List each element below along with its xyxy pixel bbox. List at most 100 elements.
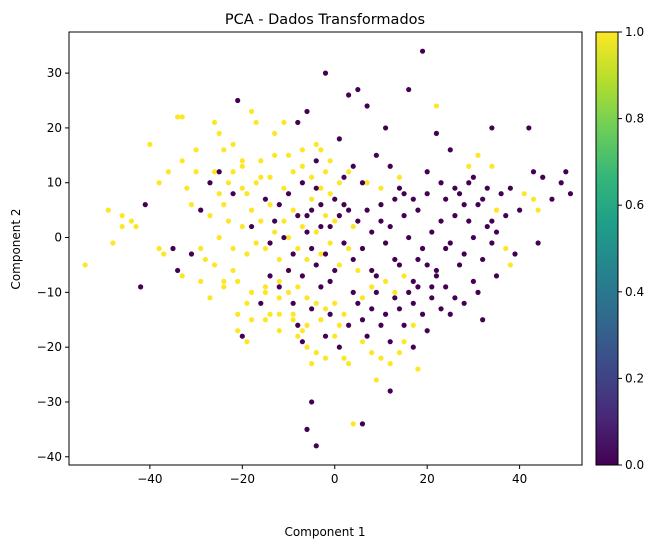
scatter-point xyxy=(489,240,495,246)
colorbar-tick-label: 0.4 xyxy=(625,285,644,299)
y-tick-label: 0 xyxy=(54,231,62,245)
scatter-point xyxy=(387,163,393,169)
scatter-point xyxy=(318,317,324,323)
scatter-point xyxy=(322,251,329,257)
scatter-point xyxy=(429,295,435,301)
scatter-point xyxy=(512,251,518,257)
scatter-point xyxy=(346,322,352,328)
colorbar-tick-label: 0.0 xyxy=(625,458,644,472)
scatter-point xyxy=(364,333,370,339)
scatter-point xyxy=(350,223,356,230)
scatter-point xyxy=(410,278,416,284)
scatter-point xyxy=(382,125,389,131)
scatter-point xyxy=(322,306,329,312)
scatter-point xyxy=(355,300,361,306)
scatter-point xyxy=(304,229,310,235)
x-tick-label: −20 xyxy=(230,472,255,486)
scatter-point xyxy=(299,273,305,279)
scatter-point xyxy=(549,196,555,202)
scatter-point xyxy=(480,317,486,323)
scatter-point xyxy=(327,223,333,230)
scatter-point xyxy=(327,158,333,164)
scatter-point xyxy=(211,262,218,268)
scatter-point xyxy=(105,207,111,213)
x-axis: −40 −20 0 20 40 xyxy=(137,465,527,486)
scatter-point xyxy=(235,311,241,317)
scatter-point xyxy=(373,152,379,158)
scatter-point xyxy=(489,125,495,131)
scatter-point xyxy=(230,191,236,197)
scatter-point xyxy=(281,119,287,126)
scatter-point xyxy=(248,108,255,115)
scatter-point xyxy=(378,202,384,208)
scatter-point xyxy=(378,218,384,224)
scatter-point xyxy=(438,306,444,312)
scatter-point xyxy=(165,169,171,175)
scatter-point xyxy=(322,70,329,76)
scatter-point xyxy=(433,267,440,274)
scatter-point xyxy=(480,256,486,263)
scatter-point xyxy=(318,251,324,257)
scatter-point xyxy=(419,245,426,252)
scatter-point xyxy=(447,311,453,317)
x-tick-label: 20 xyxy=(420,472,435,486)
scatter-point xyxy=(258,174,264,180)
scatter-point xyxy=(221,202,227,208)
scatter-point xyxy=(133,223,139,230)
scatter-point xyxy=(530,169,537,175)
scatter-point xyxy=(373,289,379,295)
scatter-point xyxy=(142,202,148,208)
scatter-point xyxy=(309,196,315,202)
scatter-point xyxy=(239,185,245,191)
scatter-point xyxy=(424,328,430,334)
scatter-point xyxy=(276,328,282,334)
scatter-point xyxy=(387,339,393,345)
scatter-point xyxy=(396,262,403,268)
scatter-point xyxy=(332,333,338,339)
scatter-point xyxy=(507,185,513,191)
scatter-point xyxy=(244,339,250,345)
scatter-point xyxy=(359,339,366,345)
scatter-point xyxy=(322,355,329,361)
scatter-point xyxy=(281,234,287,241)
scatter-point xyxy=(179,114,185,120)
scatter-point xyxy=(369,284,375,290)
scatter-point xyxy=(225,180,232,186)
scatter-point xyxy=(503,245,509,252)
scatter-point xyxy=(276,202,282,208)
scatter-point xyxy=(244,251,250,257)
scatter-point xyxy=(396,350,403,356)
scatter-point xyxy=(235,97,241,104)
scatter-point xyxy=(304,426,310,432)
scatter-point xyxy=(309,207,315,213)
scatter-point xyxy=(415,207,421,213)
scatter-point xyxy=(507,262,513,268)
scatter-point xyxy=(313,262,319,268)
scatter-point xyxy=(295,213,301,219)
scatter-point xyxy=(188,251,195,257)
scatter-point xyxy=(429,284,435,290)
scatter-point xyxy=(198,278,204,284)
scatter-point xyxy=(258,158,264,164)
scatter-point xyxy=(290,300,296,306)
scatter-point xyxy=(396,174,403,180)
scatter-point xyxy=(369,306,375,312)
scatter-point xyxy=(170,245,176,252)
scatter-point xyxy=(378,322,384,328)
scatter-point xyxy=(267,273,273,279)
scatter-point xyxy=(489,218,495,224)
scatter-point xyxy=(350,421,356,427)
scatter-point xyxy=(281,218,287,224)
scatter-point xyxy=(535,240,541,246)
scatter-point xyxy=(493,229,500,235)
scatter-point xyxy=(443,245,449,252)
scatter-point xyxy=(253,119,259,126)
scatter-point xyxy=(290,251,296,257)
y-tick-label: −20 xyxy=(37,340,62,354)
scatter-point xyxy=(378,185,384,191)
scatter-point xyxy=(304,295,310,301)
scatter-point xyxy=(313,229,319,235)
scatter-point xyxy=(110,240,116,246)
scatter-point xyxy=(419,48,426,54)
scatter-point xyxy=(248,223,255,230)
